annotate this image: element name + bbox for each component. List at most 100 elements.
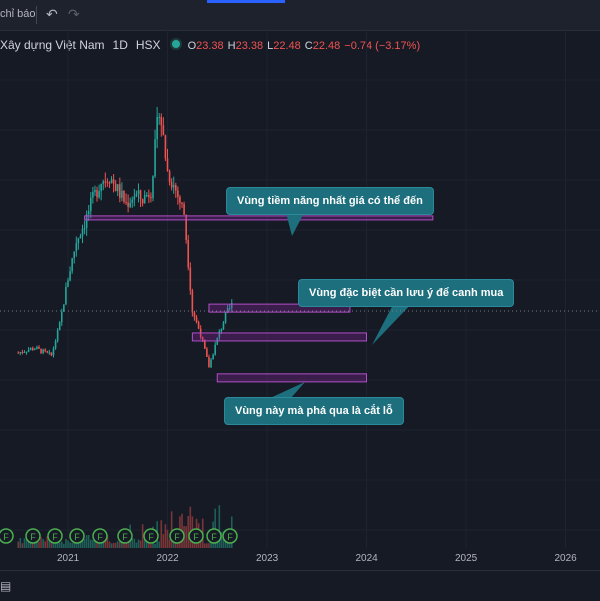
candle-body xyxy=(210,359,212,368)
candle-body xyxy=(21,352,24,354)
candle-body xyxy=(65,286,67,305)
volume-bar xyxy=(114,542,117,548)
volume-bar xyxy=(150,543,152,548)
candle-body xyxy=(189,267,192,291)
undo-icon[interactable]: ↶ xyxy=(46,6,58,22)
candle-body xyxy=(69,271,71,281)
candle-body xyxy=(137,190,140,195)
volume-bar xyxy=(139,540,142,548)
volume-bar xyxy=(81,538,84,548)
candle-body xyxy=(123,190,125,202)
volume-bar xyxy=(83,539,86,548)
candle-body xyxy=(46,351,49,353)
candle-body xyxy=(50,352,53,356)
callout-leaders xyxy=(268,209,414,399)
candle-body xyxy=(172,185,175,188)
volume-bar xyxy=(220,532,223,548)
event-marker: F xyxy=(25,528,41,544)
candle-body xyxy=(96,190,98,198)
candle-body xyxy=(119,184,121,198)
active-tab-indicator xyxy=(207,0,285,3)
candle-body xyxy=(156,116,158,140)
candle-body xyxy=(141,199,144,204)
event-marker-label: F xyxy=(211,532,217,542)
volume-bar xyxy=(58,542,61,548)
x-tick-label: 2023 xyxy=(256,553,279,564)
volume-bar xyxy=(102,541,105,548)
candle-body xyxy=(108,182,111,184)
event-marker: F xyxy=(69,528,85,544)
event-marker-label: F xyxy=(74,532,80,542)
candle-body xyxy=(131,199,134,203)
candle-body xyxy=(114,183,117,192)
volume-bar xyxy=(148,539,150,548)
x-tick-label: 2021 xyxy=(57,553,80,564)
event-marker-label: F xyxy=(227,532,233,542)
event-marker: F xyxy=(143,528,159,544)
candle-body xyxy=(44,349,46,352)
callout-potential-zone[interactable]: Vùng tiềm năng nhất giá có thể đến xyxy=(226,187,434,215)
redo-icon[interactable]: ↷ xyxy=(68,6,80,22)
open-label: O xyxy=(187,40,197,52)
candle-body xyxy=(152,176,154,199)
volume-bar xyxy=(38,541,40,548)
candle-body xyxy=(174,185,177,191)
volume-bar xyxy=(158,541,161,548)
volume-bar xyxy=(50,540,53,548)
volume-bar xyxy=(177,539,179,548)
timeframe-label[interactable]: 1D xyxy=(112,38,128,52)
volume-bar xyxy=(133,538,136,548)
volume-bar xyxy=(112,542,115,548)
candle-body xyxy=(25,351,28,353)
candle-body xyxy=(83,227,86,229)
calendar-icon[interactable]: ▤ xyxy=(0,579,12,593)
event-marker: F xyxy=(0,528,14,544)
volume-bar xyxy=(31,542,34,548)
candle-body xyxy=(116,184,119,192)
volume-bar xyxy=(135,542,138,548)
candle-body xyxy=(162,125,165,136)
candle-body xyxy=(158,116,161,118)
candle-body xyxy=(195,317,198,323)
candle-body xyxy=(81,228,84,237)
candle-body xyxy=(42,349,44,353)
x-tick-label: 2025 xyxy=(455,553,478,564)
callout-watch-zone[interactable]: Vùng đặc biệt cần lưu ý để canh mua xyxy=(298,279,515,307)
volume-bar xyxy=(85,535,88,548)
volume-bar xyxy=(154,543,156,548)
candle-body xyxy=(177,190,179,197)
candle-body xyxy=(56,330,59,342)
volume-bar xyxy=(166,529,169,548)
volume-bar xyxy=(168,539,171,548)
candle-body xyxy=(201,337,204,340)
exchange-label: HSX xyxy=(135,38,161,52)
volume-bar xyxy=(60,541,63,548)
candle-body xyxy=(208,356,210,368)
symbol-name[interactable]: Xây dựng Việt Nam xyxy=(0,38,105,52)
candle-body xyxy=(170,182,173,188)
candle-body xyxy=(63,304,65,312)
candle-body xyxy=(187,239,190,268)
indicators-button[interactable]: chỉ báo xyxy=(0,8,36,20)
volume-bar xyxy=(137,539,140,548)
callout-stoploss-zone[interactable]: Vùng này mà phá qua là cắt lỗ xyxy=(224,397,404,425)
candle-body xyxy=(112,179,115,184)
candle-body xyxy=(166,158,169,171)
volume-bar xyxy=(145,538,148,548)
candle-body xyxy=(218,331,221,338)
candle-body xyxy=(145,194,148,196)
volume-bar xyxy=(46,536,49,548)
volume-bar xyxy=(164,524,167,548)
market-status-icon xyxy=(169,38,182,50)
candle-body xyxy=(226,308,229,313)
candle-body xyxy=(179,196,181,203)
chart-grid xyxy=(0,30,600,548)
zone-watch-upper xyxy=(208,303,351,313)
candle-body xyxy=(129,202,131,207)
volume-bar xyxy=(67,540,69,548)
candle-body xyxy=(38,347,40,349)
candle-body xyxy=(220,328,223,332)
candle-body xyxy=(125,201,127,203)
